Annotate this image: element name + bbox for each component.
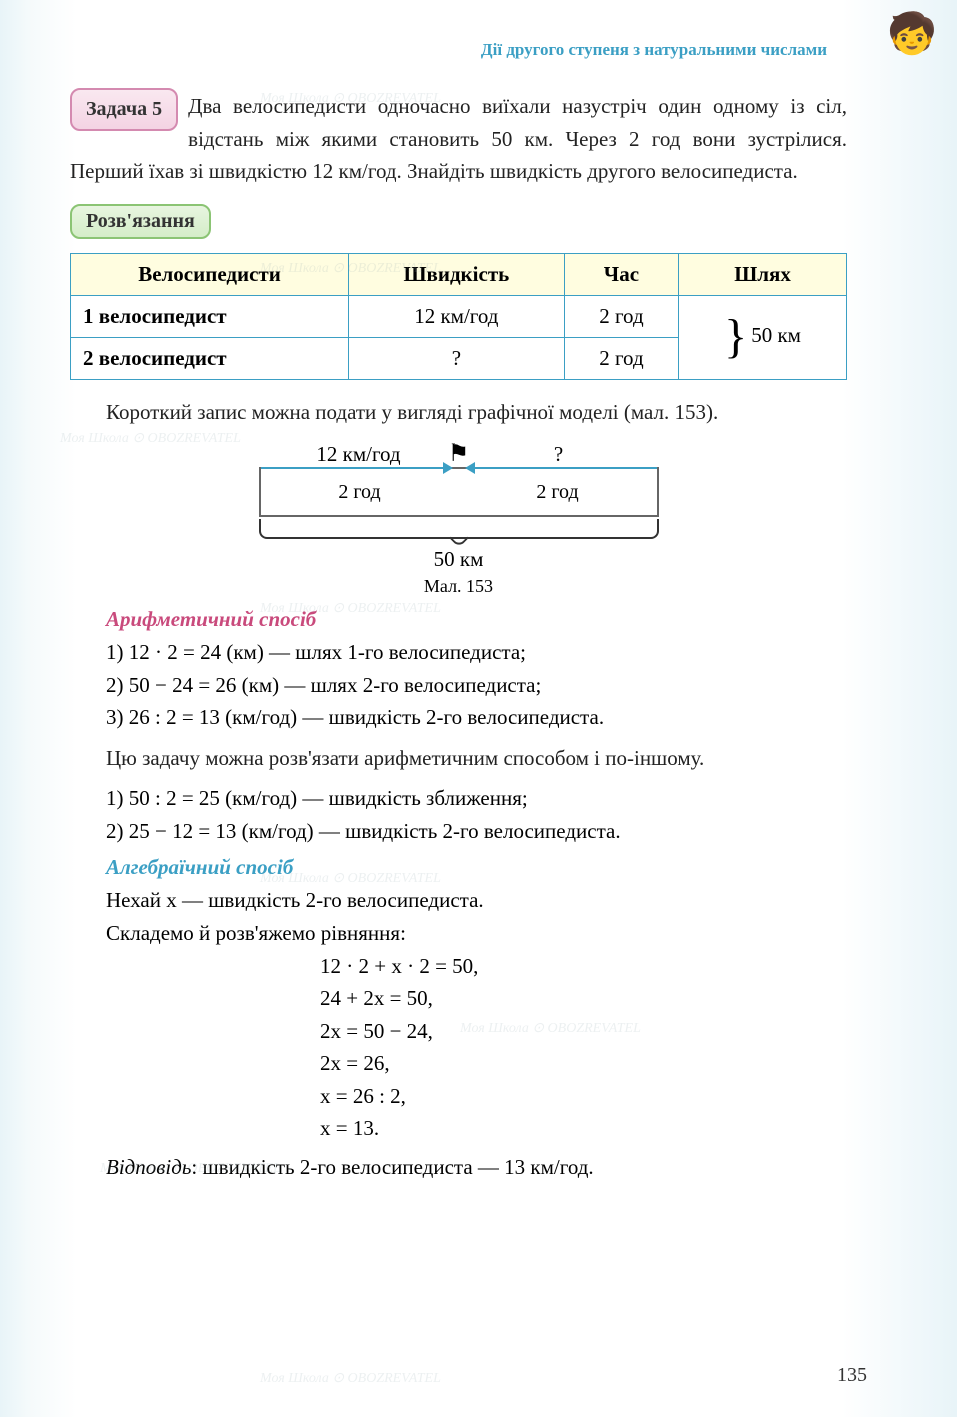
equation: 2x = 50 − 24, <box>320 1015 847 1048</box>
equation: x = 13. <box>320 1112 847 1145</box>
data-table: Велосипедисти Швидкість Час Шлях 1 велос… <box>70 253 847 380</box>
distance-label: 50 км <box>259 547 659 572</box>
method2-intro: Нехай x — швидкість 2-го велосипедиста. … <box>106 884 847 949</box>
solution-badge: Розв'язання <box>70 204 211 239</box>
table-header: Швидкість <box>349 253 565 295</box>
table-cell: 1 велосипедист <box>71 295 349 337</box>
brace-icon: } <box>724 313 747 361</box>
arrow-right-icon <box>261 467 451 469</box>
step: 1) 12 · 2 = 24 (км) — шлях 1-го велосипе… <box>106 636 847 669</box>
step: 2) 50 − 24 = 26 (км) — шлях 2-го велосип… <box>106 669 847 702</box>
table-header: Велосипедисти <box>71 253 349 295</box>
problem-badge: Задача 5 <box>70 88 178 131</box>
time-label-1: 2 год <box>338 481 380 504</box>
diagram-box: ⚑ 2 год 2 год <box>259 467 659 517</box>
underbrace-icon <box>259 519 659 539</box>
arrow-left-icon <box>467 467 657 469</box>
method1-title: Арифметичний спосіб <box>106 607 847 632</box>
problem-block: Задача 5 Два велосипедисти одночасно виї… <box>70 90 847 188</box>
diagram: 12 км/год ? ⚑ 2 год 2 год 50 км Мал. 153 <box>70 442 847 597</box>
solution-label-wrap: Розв'язання <box>70 204 847 243</box>
page-content: 🧒 Дії другого ступеня з натуральними чис… <box>0 0 957 1417</box>
diagram-left: 2 год <box>261 469 459 515</box>
method2-title: Алгебраїчний спосіб <box>106 855 847 880</box>
table-cell: 2 год <box>564 295 678 337</box>
answer-label: Відповідь <box>106 1155 191 1179</box>
watermark: Моя Школа ⊙ OBOZREVATEL <box>260 1370 441 1387</box>
method1-note: Цю задачу можна розв'язати арифметичним … <box>70 742 847 775</box>
table-merged-cell: }50 км <box>679 295 847 379</box>
table-cell: 2 велосипедист <box>71 337 349 379</box>
speed-label-2: ? <box>459 442 659 467</box>
mascot-icon: 🧒 <box>887 10 937 57</box>
merged-value: 50 км <box>751 323 801 347</box>
table-header: Шлях <box>679 253 847 295</box>
step: 2) 25 − 12 = 13 (км/год) — швидкість 2-г… <box>106 815 847 848</box>
intro-line: Нехай x — швидкість 2-го велосипедиста. <box>106 884 847 917</box>
table-row: 1 велосипедист 12 км/год 2 год }50 км <box>71 295 847 337</box>
equation: 12 · 2 + x · 2 = 50, <box>320 950 847 983</box>
equation: 24 + 2x = 50, <box>320 982 847 1015</box>
speed-label-1: 12 км/год <box>259 442 459 467</box>
intro-line: Складемо й розв'яжемо рівняння: <box>106 917 847 950</box>
equations-block: 12 · 2 + x · 2 = 50, 24 + 2x = 50, 2x = … <box>320 950 847 1145</box>
short-note: Короткий запис можна подати у вигляді гр… <box>70 396 847 429</box>
method1-steps2: 1) 50 : 2 = 25 (км/год) — швидкість збли… <box>106 782 847 847</box>
figure-caption: Мал. 153 <box>70 576 847 597</box>
answer-line: Відповідь: швидкість 2-го велосипедиста … <box>70 1151 847 1184</box>
problem-text: Два велосипедисти одночасно виїхали назу… <box>70 94 847 183</box>
diagram-right: 2 год <box>459 469 657 515</box>
table-header-row: Велосипедисти Швидкість Час Шлях <box>71 253 847 295</box>
time-label-2: 2 год <box>536 481 578 504</box>
table-header: Час <box>564 253 678 295</box>
page-number: 135 <box>837 1364 867 1387</box>
chapter-header: Дії другого ступеня з натуральними числа… <box>70 40 847 60</box>
method1-steps: 1) 12 · 2 = 24 (км) — шлях 1-го велосипе… <box>106 636 847 734</box>
equation: x = 26 : 2, <box>320 1080 847 1113</box>
table-cell: 12 км/год <box>349 295 565 337</box>
table-cell: 2 год <box>564 337 678 379</box>
step: 3) 26 : 2 = 13 (км/год) — швидкість 2-го… <box>106 701 847 734</box>
table-cell: ? <box>349 337 565 379</box>
step: 1) 50 : 2 = 25 (км/год) — швидкість збли… <box>106 782 847 815</box>
equation: 2x = 26, <box>320 1047 847 1080</box>
answer-text: : швидкість 2-го велосипедиста — 13 км/г… <box>191 1155 593 1179</box>
